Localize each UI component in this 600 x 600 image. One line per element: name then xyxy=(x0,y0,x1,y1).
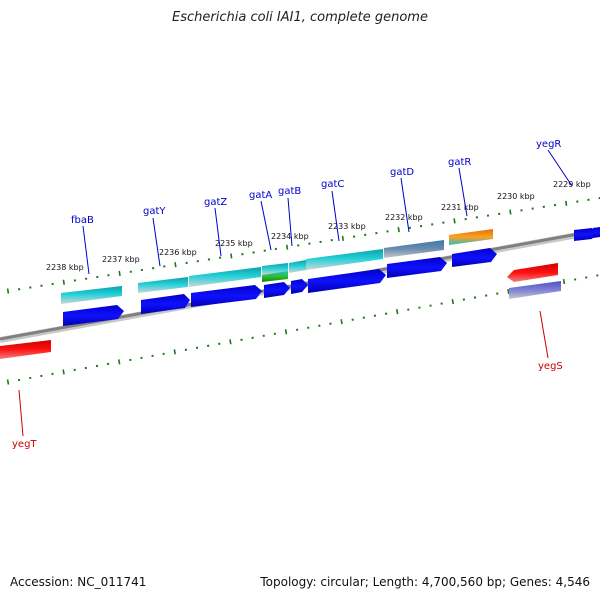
tick-label: 2238 kbp xyxy=(46,263,84,272)
scale-tick xyxy=(453,218,456,224)
tick-label: 2235 kbp xyxy=(215,239,253,248)
gatR-gene[interactable] xyxy=(452,248,497,267)
reverse-features xyxy=(0,263,561,359)
gatD-gene[interactable] xyxy=(387,257,447,278)
scale-tick xyxy=(229,339,232,345)
scale-ticks xyxy=(6,196,600,385)
gatB-gene[interactable] xyxy=(291,279,308,294)
tick-label: 2237 kbp xyxy=(102,255,140,264)
scale-tick xyxy=(564,200,568,206)
gatA-cds-green[interactable] xyxy=(262,271,288,282)
scale-tick xyxy=(6,379,10,385)
gatR-cds[interactable] xyxy=(449,229,493,245)
gene-label-gatR[interactable]: gatR xyxy=(448,157,471,168)
gene-labels: fbaB gatY gatZ gatA gatB gatC gatD gatR … xyxy=(12,139,573,450)
scale-tick xyxy=(397,227,400,233)
scale-tick xyxy=(451,299,455,305)
gatC-cds[interactable] xyxy=(306,249,383,270)
fbaB-gene[interactable] xyxy=(63,305,124,326)
scale-tick xyxy=(62,279,65,285)
gene-label-fbaB[interactable]: fbaB xyxy=(71,215,94,226)
scale-tick xyxy=(285,244,289,250)
scale-tick xyxy=(507,288,510,295)
tick-label: 2231 kbp xyxy=(441,203,479,212)
gene-label-yegR[interactable]: yegR xyxy=(536,139,561,150)
gatB-cds[interactable] xyxy=(289,260,306,273)
tick-label: 2233 kbp xyxy=(328,222,366,231)
map-title: Escherichia coli IAI1, complete genome xyxy=(172,10,428,25)
scale-tick xyxy=(6,288,10,294)
scale-tick xyxy=(509,209,512,215)
tick-label: 2230 kbp xyxy=(497,192,535,201)
gene-label-gatA[interactable]: gatA xyxy=(249,190,272,201)
gatA-gene[interactable] xyxy=(264,282,290,298)
gatY-cds[interactable] xyxy=(138,277,188,293)
accession-text: Accession: NC_011741 xyxy=(10,575,147,589)
yegS-cds[interactable] xyxy=(509,281,561,299)
gene-label-gatB[interactable]: gatB xyxy=(278,186,301,197)
yegR-gene[interactable] xyxy=(574,228,597,241)
scale-tick xyxy=(173,349,177,355)
gene-label-gatD[interactable]: gatD xyxy=(390,167,414,178)
tick-label: 2232 kbp xyxy=(385,213,423,222)
scale-tick xyxy=(341,235,345,241)
gatZ-cds[interactable] xyxy=(189,267,261,287)
genome-summary-text: Topology: circular; Length: 4,700,560 bp… xyxy=(260,575,590,589)
yegS-gene[interactable] xyxy=(507,263,558,282)
gene-label-yegT[interactable]: yegT xyxy=(12,439,37,450)
gatZ-gene[interactable] xyxy=(191,285,262,307)
gene-label-yegS[interactable]: yegS xyxy=(538,361,563,372)
gene-label-gatZ[interactable]: gatZ xyxy=(204,197,227,208)
scale-tick xyxy=(117,359,121,365)
tick-label: 2236 kbp xyxy=(159,248,197,257)
scale-tick xyxy=(118,270,121,277)
gatD-cds[interactable] xyxy=(384,240,444,258)
gatC-gene[interactable] xyxy=(308,269,386,293)
gene-label-gatC[interactable]: gatC xyxy=(321,179,344,190)
scale-tick xyxy=(174,262,177,268)
scale-tick xyxy=(230,253,233,259)
scale-tick xyxy=(395,309,399,315)
scale-tick-labels: 2238 kbp 2237 kbp 2236 kbp 2235 kbp 2234 kbp… xyxy=(46,180,591,272)
scale-tick xyxy=(284,329,288,335)
gatY-gene[interactable] xyxy=(141,294,190,314)
tick-label: 2234 kbp xyxy=(271,232,309,241)
scale-tick xyxy=(62,369,65,375)
yegT-gene[interactable] xyxy=(0,340,51,359)
fbaB-cds[interactable] xyxy=(61,286,122,304)
tick-label: 2229 kbp xyxy=(553,180,591,189)
forward-features xyxy=(61,227,600,326)
scale-tick xyxy=(340,319,343,325)
scale-tick xyxy=(562,278,566,285)
gene-label-gatY[interactable]: gatY xyxy=(143,206,166,217)
yegR-gene-b[interactable] xyxy=(593,227,600,238)
